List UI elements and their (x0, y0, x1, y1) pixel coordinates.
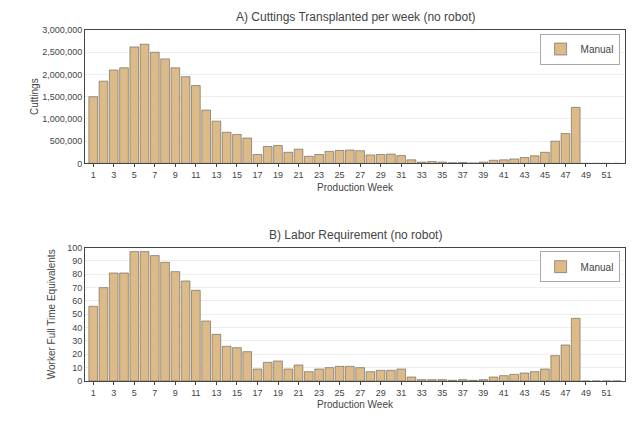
svg-text:Worker Full Time Equivalents: Worker Full Time Equivalents (46, 249, 57, 379)
svg-text:1,000,000: 1,000,000 (42, 114, 82, 124)
svg-text:17: 17 (252, 388, 262, 398)
svg-text:41: 41 (499, 388, 509, 398)
svg-text:13: 13 (211, 388, 221, 398)
svg-text:21: 21 (294, 170, 304, 180)
svg-text:3: 3 (111, 170, 116, 180)
svg-text:29: 29 (376, 170, 386, 180)
svg-text:9: 9 (173, 170, 178, 180)
svg-text:19: 19 (273, 170, 283, 180)
svg-text:7: 7 (152, 170, 157, 180)
svg-text:49: 49 (581, 170, 591, 180)
svg-text:0: 0 (77, 376, 82, 386)
svg-text:23: 23 (314, 170, 324, 180)
svg-text:15: 15 (232, 388, 242, 398)
svg-text:41: 41 (499, 170, 509, 180)
svg-text:25: 25 (335, 388, 345, 398)
svg-text:30: 30 (72, 336, 82, 346)
svg-text:1,500,000: 1,500,000 (42, 92, 82, 102)
svg-text:60: 60 (72, 296, 82, 306)
svg-text:20: 20 (72, 349, 82, 359)
svg-text:13: 13 (211, 170, 221, 180)
svg-text:39: 39 (478, 170, 488, 180)
svg-text:Manual: Manual (581, 44, 614, 55)
svg-text:50: 50 (72, 309, 82, 319)
svg-text:100: 100 (67, 243, 82, 253)
svg-text:3,000,000: 3,000,000 (42, 25, 82, 35)
svg-text:A) Cuttings Transplanted per w: A) Cuttings Transplanted per week (no ro… (236, 10, 475, 24)
svg-text:2,000,000: 2,000,000 (42, 70, 82, 80)
svg-text:15: 15 (232, 170, 242, 180)
svg-text:47: 47 (560, 388, 570, 398)
svg-text:80: 80 (72, 269, 82, 279)
svg-text:500,000: 500,000 (50, 136, 83, 146)
svg-text:5: 5 (132, 170, 137, 180)
svg-text:25: 25 (335, 170, 345, 180)
svg-text:90: 90 (72, 256, 82, 266)
svg-text:33: 33 (417, 388, 427, 398)
svg-text:B) Labor Requirement (no robot: B) Labor Requirement (no robot) (269, 228, 442, 242)
svg-text:51: 51 (602, 170, 612, 180)
svg-text:11: 11 (191, 170, 200, 180)
svg-text:27: 27 (355, 388, 365, 398)
svg-text:70: 70 (72, 283, 82, 293)
svg-text:40: 40 (72, 323, 82, 333)
svg-text:19: 19 (273, 388, 283, 398)
svg-text:51: 51 (602, 388, 612, 398)
svg-text:35: 35 (437, 388, 447, 398)
svg-text:37: 37 (458, 170, 468, 180)
svg-text:Cuttings: Cuttings (29, 78, 40, 115)
svg-text:1: 1 (91, 388, 96, 398)
svg-text:33: 33 (417, 170, 427, 180)
svg-text:45: 45 (540, 388, 550, 398)
svg-text:Production Week: Production Week (317, 399, 394, 410)
svg-text:21: 21 (294, 388, 304, 398)
svg-text:29: 29 (376, 388, 386, 398)
svg-text:43: 43 (519, 170, 529, 180)
svg-text:2,500,000: 2,500,000 (42, 47, 82, 57)
svg-text:Manual: Manual (581, 262, 614, 273)
svg-text:35: 35 (437, 170, 447, 180)
svg-text:37: 37 (458, 388, 468, 398)
svg-text:9: 9 (173, 388, 178, 398)
svg-text:45: 45 (540, 170, 550, 180)
svg-text:31: 31 (396, 388, 406, 398)
svg-text:3: 3 (111, 388, 116, 398)
svg-text:23: 23 (314, 388, 324, 398)
svg-text:31: 31 (396, 170, 406, 180)
svg-text:11: 11 (191, 388, 200, 398)
svg-text:Production Week: Production Week (317, 182, 394, 193)
svg-text:10: 10 (72, 363, 82, 373)
svg-text:5: 5 (132, 388, 137, 398)
svg-text:7: 7 (152, 388, 157, 398)
svg-text:47: 47 (560, 170, 570, 180)
svg-text:17: 17 (252, 170, 262, 180)
svg-text:1: 1 (91, 170, 96, 180)
svg-text:0: 0 (77, 159, 82, 169)
svg-text:27: 27 (355, 170, 365, 180)
svg-text:43: 43 (519, 388, 529, 398)
svg-text:49: 49 (581, 388, 591, 398)
svg-text:39: 39 (478, 388, 488, 398)
